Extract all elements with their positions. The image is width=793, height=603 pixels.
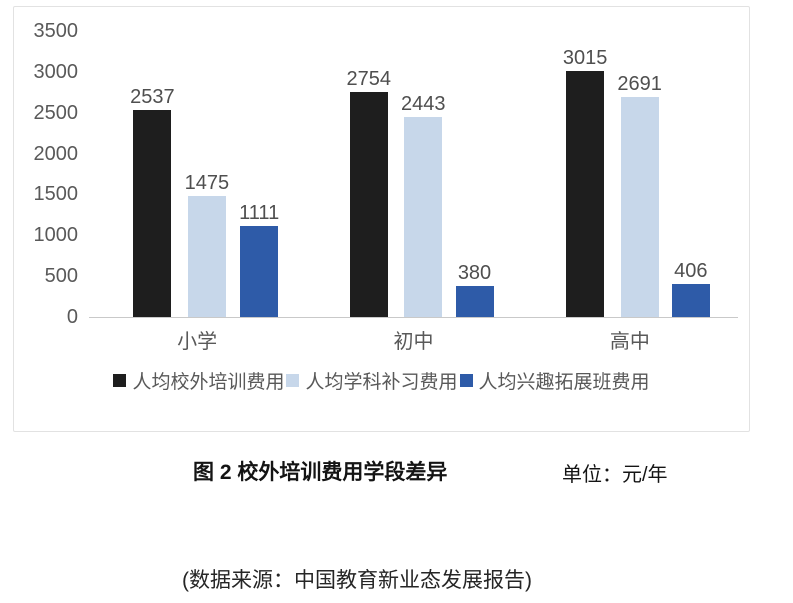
legend-item: 人均校外培训费用 — [113, 367, 284, 394]
bar-value-label: 2754 — [346, 67, 392, 90]
legend-swatch-icon — [286, 374, 300, 387]
bar-wrap: 406 — [671, 259, 710, 317]
bar-wrap: 2754 — [346, 67, 392, 317]
bar-人均兴趣拓展班费用 — [455, 285, 494, 317]
legend-label: 人均学科补习费用 — [305, 372, 458, 393]
bar-wrap: 1475 — [184, 172, 230, 317]
bar-chart: 0 500 1000 1500 2000 2500 3000 3500 2537 1475 111… — [13, 6, 750, 432]
bar-value-label: 1475 — [184, 172, 230, 195]
x-axis-label-初中: 初中 — [393, 331, 434, 353]
bar-人均学科补习费用 — [187, 196, 226, 317]
bar-value-label: 406 — [674, 259, 708, 282]
legend-label: 人均兴趣拓展班费用 — [478, 372, 650, 393]
bar-人均兴趣拓展班费用 — [671, 283, 710, 317]
source-note: (数据来源：中国教育新业态发展报告) — [182, 569, 532, 592]
bar-group-小学: 2537 1475 1111 — [130, 86, 279, 317]
y-axis-tick-label: 1500 — [33, 183, 79, 206]
legend-item: 人均学科补习费用 — [286, 367, 458, 394]
bar-value-label: 1111 — [239, 202, 280, 225]
unit-label: 单位：元/年 — [562, 464, 668, 486]
bar-人均校外培训费用 — [349, 91, 388, 317]
bar-wrap: 380 — [455, 261, 494, 317]
bar-value-label: 2691 — [617, 73, 662, 96]
bar-wrap: 3015 — [562, 46, 608, 317]
bar-人均兴趣拓展班费用 — [240, 226, 279, 317]
y-axis-tick-label: 3500 — [33, 20, 79, 42]
bar-value-label: 2443 — [401, 93, 446, 116]
x-axis-label-小学: 小学 — [177, 331, 218, 353]
bar-wrap: 2537 — [130, 86, 175, 317]
bar-value-label: 380 — [457, 261, 492, 284]
figure-title: 图 2 校外培训费用学段差异 — [193, 461, 448, 484]
y-axis-tick-label: 2000 — [33, 142, 79, 165]
plot-area: 2537 1475 1111 2754 2443 380 3015 2691 406 — [89, 31, 738, 318]
bar-wrap: 2443 — [401, 93, 446, 317]
y-axis-tick-label: 0 — [66, 306, 78, 328]
x-axis-label-高中: 高中 — [609, 331, 650, 353]
bar-wrap: 2691 — [617, 73, 662, 317]
bar-人均校外培训费用 — [566, 70, 605, 317]
bar-人均学科补习费用 — [404, 117, 443, 317]
legend-swatch-icon — [113, 374, 127, 387]
bar-人均校外培训费用 — [133, 109, 172, 317]
y-axis-tick-label: 3000 — [33, 60, 79, 83]
y-axis-tick-label: 500 — [44, 265, 78, 288]
legend-item: 人均兴趣拓展班费用 — [459, 367, 650, 394]
legend-swatch-icon — [459, 374, 473, 387]
bar-group-高中: 3015 2691 406 — [563, 47, 710, 317]
y-axis-tick-label: 2500 — [33, 101, 79, 124]
bar-wrap: 1111 — [239, 202, 279, 317]
bar-group-初中: 2754 2443 380 — [347, 68, 494, 317]
bar-value-label: 3015 — [562, 46, 608, 69]
x-axis-line — [89, 317, 738, 318]
y-axis-tick-label: 1000 — [33, 224, 79, 247]
legend: 人均校外培训费用 人均学科补习费用 人均兴趣拓展班费用 — [14, 367, 749, 394]
legend-label: 人均校外培训费用 — [132, 372, 285, 393]
bar-人均学科补习费用 — [620, 97, 659, 317]
bar-value-label: 2537 — [130, 85, 175, 108]
